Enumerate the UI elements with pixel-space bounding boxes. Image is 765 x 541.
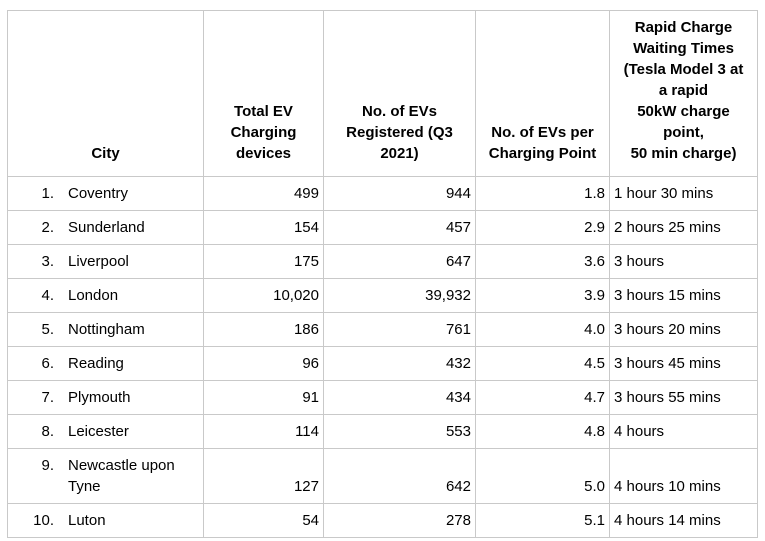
per-point-value: 4.0 bbox=[475, 312, 610, 347]
devices-value: 175 bbox=[203, 244, 324, 279]
devices-value: 10,020 bbox=[203, 278, 324, 313]
city-name: Leicester bbox=[68, 423, 129, 440]
table-row: 5. Nottingham 186 761 4.0 3 hours 20 min… bbox=[7, 312, 758, 347]
waiting-time-value: 4 hours bbox=[609, 414, 758, 449]
devices-value: 127 bbox=[203, 448, 324, 504]
row-rank: 8. bbox=[41, 423, 54, 440]
table-row: 8. Leicester 114 553 4.8 4 hours bbox=[7, 414, 758, 449]
city-name: Newcastle upon Tyne bbox=[68, 457, 175, 495]
waiting-time-value: 3 hours 55 mins bbox=[609, 380, 758, 415]
city-cell: 1. Coventry bbox=[7, 176, 204, 211]
ev-charging-table-container: City Total EV Charging devices No. of EV… bbox=[7, 10, 758, 538]
table-row: 3. Liverpool 175 647 3.6 3 hours bbox=[7, 244, 758, 279]
devices-value: 91 bbox=[203, 380, 324, 415]
registered-value: 457 bbox=[323, 210, 476, 245]
per-point-value: 5.1 bbox=[475, 503, 610, 538]
registered-value: 432 bbox=[323, 346, 476, 381]
registered-value: 761 bbox=[323, 312, 476, 347]
table-row: 1. Coventry 499 944 1.8 1 hour 30 mins bbox=[7, 176, 758, 211]
registered-value: 278 bbox=[323, 503, 476, 538]
city-cell: 4. London bbox=[7, 278, 204, 313]
column-header-registered: No. of EVs Registered (Q3 2021) bbox=[323, 10, 476, 177]
city-name: Plymouth bbox=[68, 389, 131, 406]
city-name: Luton bbox=[68, 512, 106, 529]
registered-value: 553 bbox=[323, 414, 476, 449]
column-header-per-point: No. of EVs per Charging Point bbox=[475, 10, 610, 177]
city-cell: 3. Liverpool bbox=[7, 244, 204, 279]
waiting-time-value: 2 hours 25 mins bbox=[609, 210, 758, 245]
waiting-time-value: 4 hours 14 mins bbox=[609, 503, 758, 538]
per-point-value: 3.6 bbox=[475, 244, 610, 279]
per-point-value: 2.9 bbox=[475, 210, 610, 245]
city-name: Nottingham bbox=[68, 321, 145, 338]
column-header-devices: Total EV Charging devices bbox=[203, 10, 324, 177]
row-rank: 7. bbox=[41, 389, 54, 406]
table-row: 7. Plymouth 91 434 4.7 3 hours 55 mins bbox=[7, 380, 758, 415]
waiting-time-value: 3 hours 15 mins bbox=[609, 278, 758, 313]
registered-value: 434 bbox=[323, 380, 476, 415]
city-name: Reading bbox=[68, 355, 124, 372]
city-name: Coventry bbox=[68, 185, 129, 202]
per-point-value: 4.5 bbox=[475, 346, 610, 381]
row-rank: 6. bbox=[41, 355, 54, 372]
per-point-value: 4.7 bbox=[475, 380, 610, 415]
header-row: City Total EV Charging devices No. of EV… bbox=[7, 10, 758, 177]
city-cell: 6. Reading bbox=[7, 346, 204, 381]
registered-value: 944 bbox=[323, 176, 476, 211]
per-point-value: 5.0 bbox=[475, 448, 610, 504]
table-row: 2. Sunderland 154 457 2.9 2 hours 25 min… bbox=[7, 210, 758, 245]
waiting-time-value: 3 hours 20 mins bbox=[609, 312, 758, 347]
column-header-city: City bbox=[7, 10, 204, 177]
per-point-value: 4.8 bbox=[475, 414, 610, 449]
devices-value: 96 bbox=[203, 346, 324, 381]
per-point-value: 1.8 bbox=[475, 176, 610, 211]
city-cell: 10. Luton bbox=[7, 503, 204, 538]
devices-value: 186 bbox=[203, 312, 324, 347]
waiting-time-value: 3 hours bbox=[609, 244, 758, 279]
table-row: 9. Newcastle upon Tyne 127 642 5.0 4 hou… bbox=[7, 448, 758, 504]
city-name: Sunderland bbox=[68, 219, 145, 236]
table-row: 4. London 10,020 39,932 3.9 3 hours 15 m… bbox=[7, 278, 758, 313]
waiting-time-value: 3 hours 45 mins bbox=[609, 346, 758, 381]
city-cell: 5. Nottingham bbox=[7, 312, 204, 347]
row-rank: 2. bbox=[41, 219, 54, 236]
row-rank: 10. bbox=[33, 512, 54, 529]
city-name: Liverpool bbox=[68, 253, 129, 270]
ev-charging-table: City Total EV Charging devices No. of EV… bbox=[7, 10, 758, 538]
table-row: 10. Luton 54 278 5.1 4 hours 14 mins bbox=[7, 503, 758, 538]
devices-value: 54 bbox=[203, 503, 324, 538]
waiting-time-value: 1 hour 30 mins bbox=[609, 176, 758, 211]
row-rank: 9. bbox=[41, 457, 54, 474]
city-cell: 2. Sunderland bbox=[7, 210, 204, 245]
row-rank: 4. bbox=[41, 287, 54, 304]
waiting-time-value: 4 hours 10 mins bbox=[609, 448, 758, 504]
city-name: London bbox=[68, 287, 119, 304]
per-point-value: 3.9 bbox=[475, 278, 610, 313]
devices-value: 154 bbox=[203, 210, 324, 245]
registered-value: 647 bbox=[323, 244, 476, 279]
city-cell: 9. Newcastle upon Tyne bbox=[7, 448, 204, 504]
devices-value: 499 bbox=[203, 176, 324, 211]
devices-value: 114 bbox=[203, 414, 324, 449]
city-cell: 8. Leicester bbox=[7, 414, 204, 449]
registered-value: 39,932 bbox=[323, 278, 476, 313]
column-header-waiting: Rapid Charge Waiting Times (Tesla Model … bbox=[609, 10, 758, 177]
city-cell: 7. Plymouth bbox=[7, 380, 204, 415]
row-rank: 5. bbox=[41, 321, 54, 338]
table-row: 6. Reading 96 432 4.5 3 hours 45 mins bbox=[7, 346, 758, 381]
row-rank: 1. bbox=[41, 185, 54, 202]
registered-value: 642 bbox=[323, 448, 476, 504]
row-rank: 3. bbox=[41, 253, 54, 270]
